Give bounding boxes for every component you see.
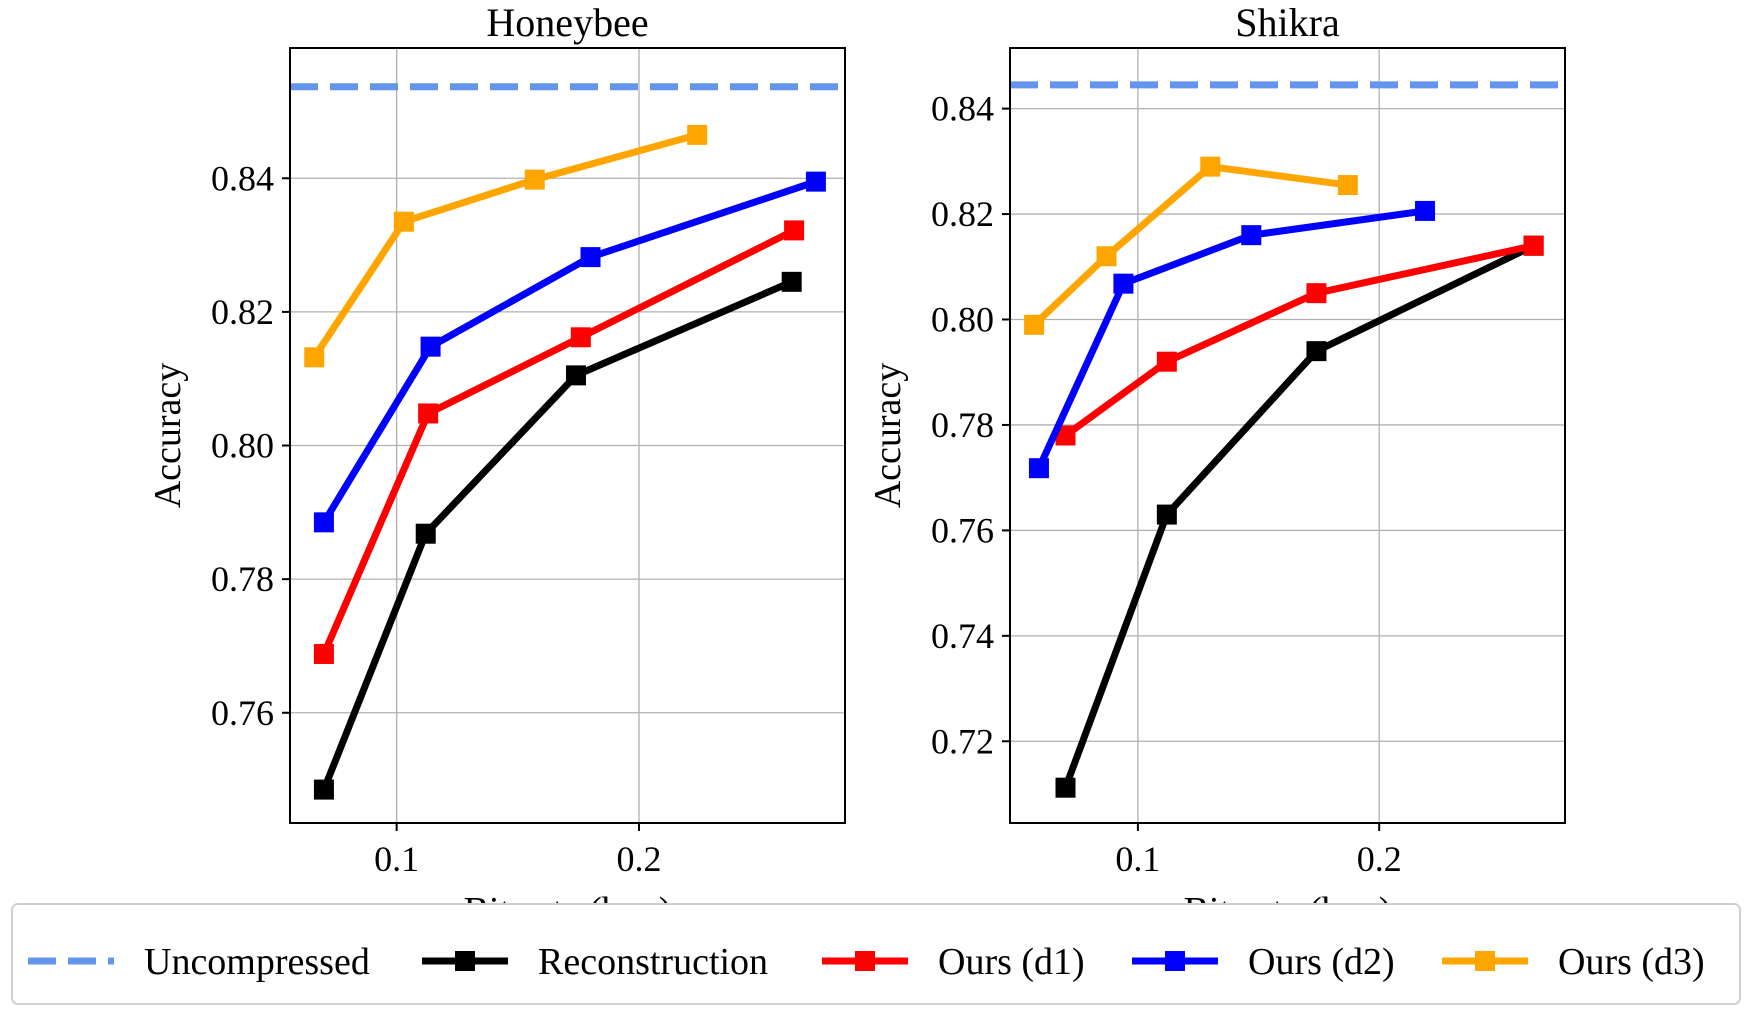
chart-title: Shikra	[1235, 0, 1340, 45]
series-line-ours-d1	[1063, 242, 1535, 439]
legend-label: Uncompressed	[144, 941, 370, 983]
series-line-ours-d1	[320, 227, 796, 656]
y-tick-label: 0.84	[211, 158, 274, 198]
y-axis-label: Accuracy	[867, 363, 909, 509]
data-point-ours-d3	[1337, 175, 1358, 196]
y-tick-label: 0.80	[211, 426, 274, 466]
x-tick-label: 0.1	[374, 839, 419, 879]
legend-marker	[1165, 951, 1185, 971]
data-point-ours-d3	[1096, 246, 1117, 267]
data-point-ours-d3	[524, 169, 545, 190]
legend-item-uncompressed: Uncompressed	[28, 941, 370, 983]
data-point-ours-d2	[1028, 458, 1049, 479]
legend-label: Ours (d2)	[1248, 941, 1395, 983]
y-tick-label: 0.82	[211, 292, 274, 332]
series-line-ours-d2	[320, 178, 818, 525]
series-line-reconstruction	[1062, 242, 1536, 789]
data-point-reconstruction	[1156, 504, 1177, 525]
data-point-ours-d3	[1024, 314, 1045, 335]
y-tick-label: 0.76	[211, 693, 274, 733]
series-line-ours-d3	[311, 131, 699, 360]
x-tick-label: 0.2	[1357, 839, 1402, 879]
legend: Uncompressed Reconstruction Ours (d1) Ours …	[11, 903, 1741, 1005]
legend-item-ours-d3: Ours (d3)	[1442, 941, 1705, 983]
plot-frame	[1009, 47, 1566, 824]
data-point-ours-d2	[805, 171, 826, 192]
chart-panel-shikra: 0.1 0.2 0.72 0.74 0.76 0.78 0.80 0.82 0.84 Shikra…	[867, 0, 1566, 932]
chart-panels: 0.10.20.760.780.800.820.84HoneybeeBit-ra…	[147, 0, 1566, 932]
data-point-reconstruction	[415, 523, 436, 544]
data-point-ours-d1	[1055, 425, 1076, 446]
data-point-ours-d2	[420, 336, 441, 357]
data-point-ours-d1	[784, 220, 805, 241]
legend-item-reconstruction: Reconstruction	[422, 941, 768, 983]
data-point-ours-d3	[1200, 156, 1221, 177]
data-point-ours-d1	[418, 403, 439, 424]
plot-frame	[289, 47, 846, 824]
data-point-ours-d3	[687, 124, 708, 145]
legend-item-ours-d1: Ours (d1)	[822, 941, 1085, 983]
data-point-ours-d1	[1156, 351, 1177, 372]
y-tick-label: 0.82	[931, 194, 994, 234]
x-tick-label: 0.1	[1115, 839, 1160, 879]
data-point-ours-d3	[393, 211, 414, 232]
data-point-ours-d3	[304, 347, 325, 368]
y-axis-label: Accuracy	[147, 363, 189, 509]
y-tick-label: 0.78	[931, 405, 994, 445]
legend-marker	[1475, 951, 1495, 971]
legend-label: Reconstruction	[538, 941, 768, 983]
data-point-ours-d2	[1113, 273, 1134, 294]
legend-items: Uncompressed Reconstruction Ours (d1) Ours …	[28, 941, 1705, 983]
y-tick-label: 0.72	[931, 721, 994, 761]
y-tick-label: 0.74	[931, 616, 994, 656]
data-point-ours-d2	[1415, 200, 1436, 221]
data-point-ours-d2	[1241, 225, 1262, 246]
legend-item-ours-d2: Ours (d2)	[1132, 941, 1395, 983]
series-line-reconstruction	[320, 278, 794, 791]
data-point-ours-d2	[580, 247, 601, 268]
data-point-reconstruction	[565, 365, 586, 386]
series-line-ours-d3	[1031, 163, 1349, 328]
data-point-reconstruction	[313, 779, 334, 800]
legend-label: Ours (d3)	[1558, 941, 1705, 983]
x-tick-label: 0.2	[616, 839, 661, 879]
y-tick-label: 0.78	[211, 559, 274, 599]
y-tick-label: 0.76	[931, 510, 994, 550]
data-point-ours-d1	[1306, 283, 1327, 304]
data-point-reconstruction	[1055, 777, 1076, 798]
y-tick-label: 0.80	[931, 300, 994, 340]
chart-panel-honeybee: 0.10.20.760.780.800.820.84HoneybeeBit-ra…	[147, 0, 846, 932]
legend-label: Ours (d1)	[938, 941, 1085, 983]
data-point-ours-d1	[1523, 235, 1544, 256]
legend-frame	[11, 903, 1741, 1005]
data-point-ours-d2	[313, 512, 334, 533]
chart-title: Honeybee	[486, 0, 648, 45]
legend-marker	[855, 951, 875, 971]
data-point-reconstruction	[781, 271, 802, 292]
data-point-reconstruction	[1306, 341, 1327, 362]
series-line-ours-d2	[1035, 207, 1426, 470]
data-point-ours-d1	[570, 327, 591, 348]
y-tick-label: 0.84	[931, 89, 994, 129]
data-point-ours-d1	[313, 643, 334, 664]
legend-marker	[455, 951, 475, 971]
